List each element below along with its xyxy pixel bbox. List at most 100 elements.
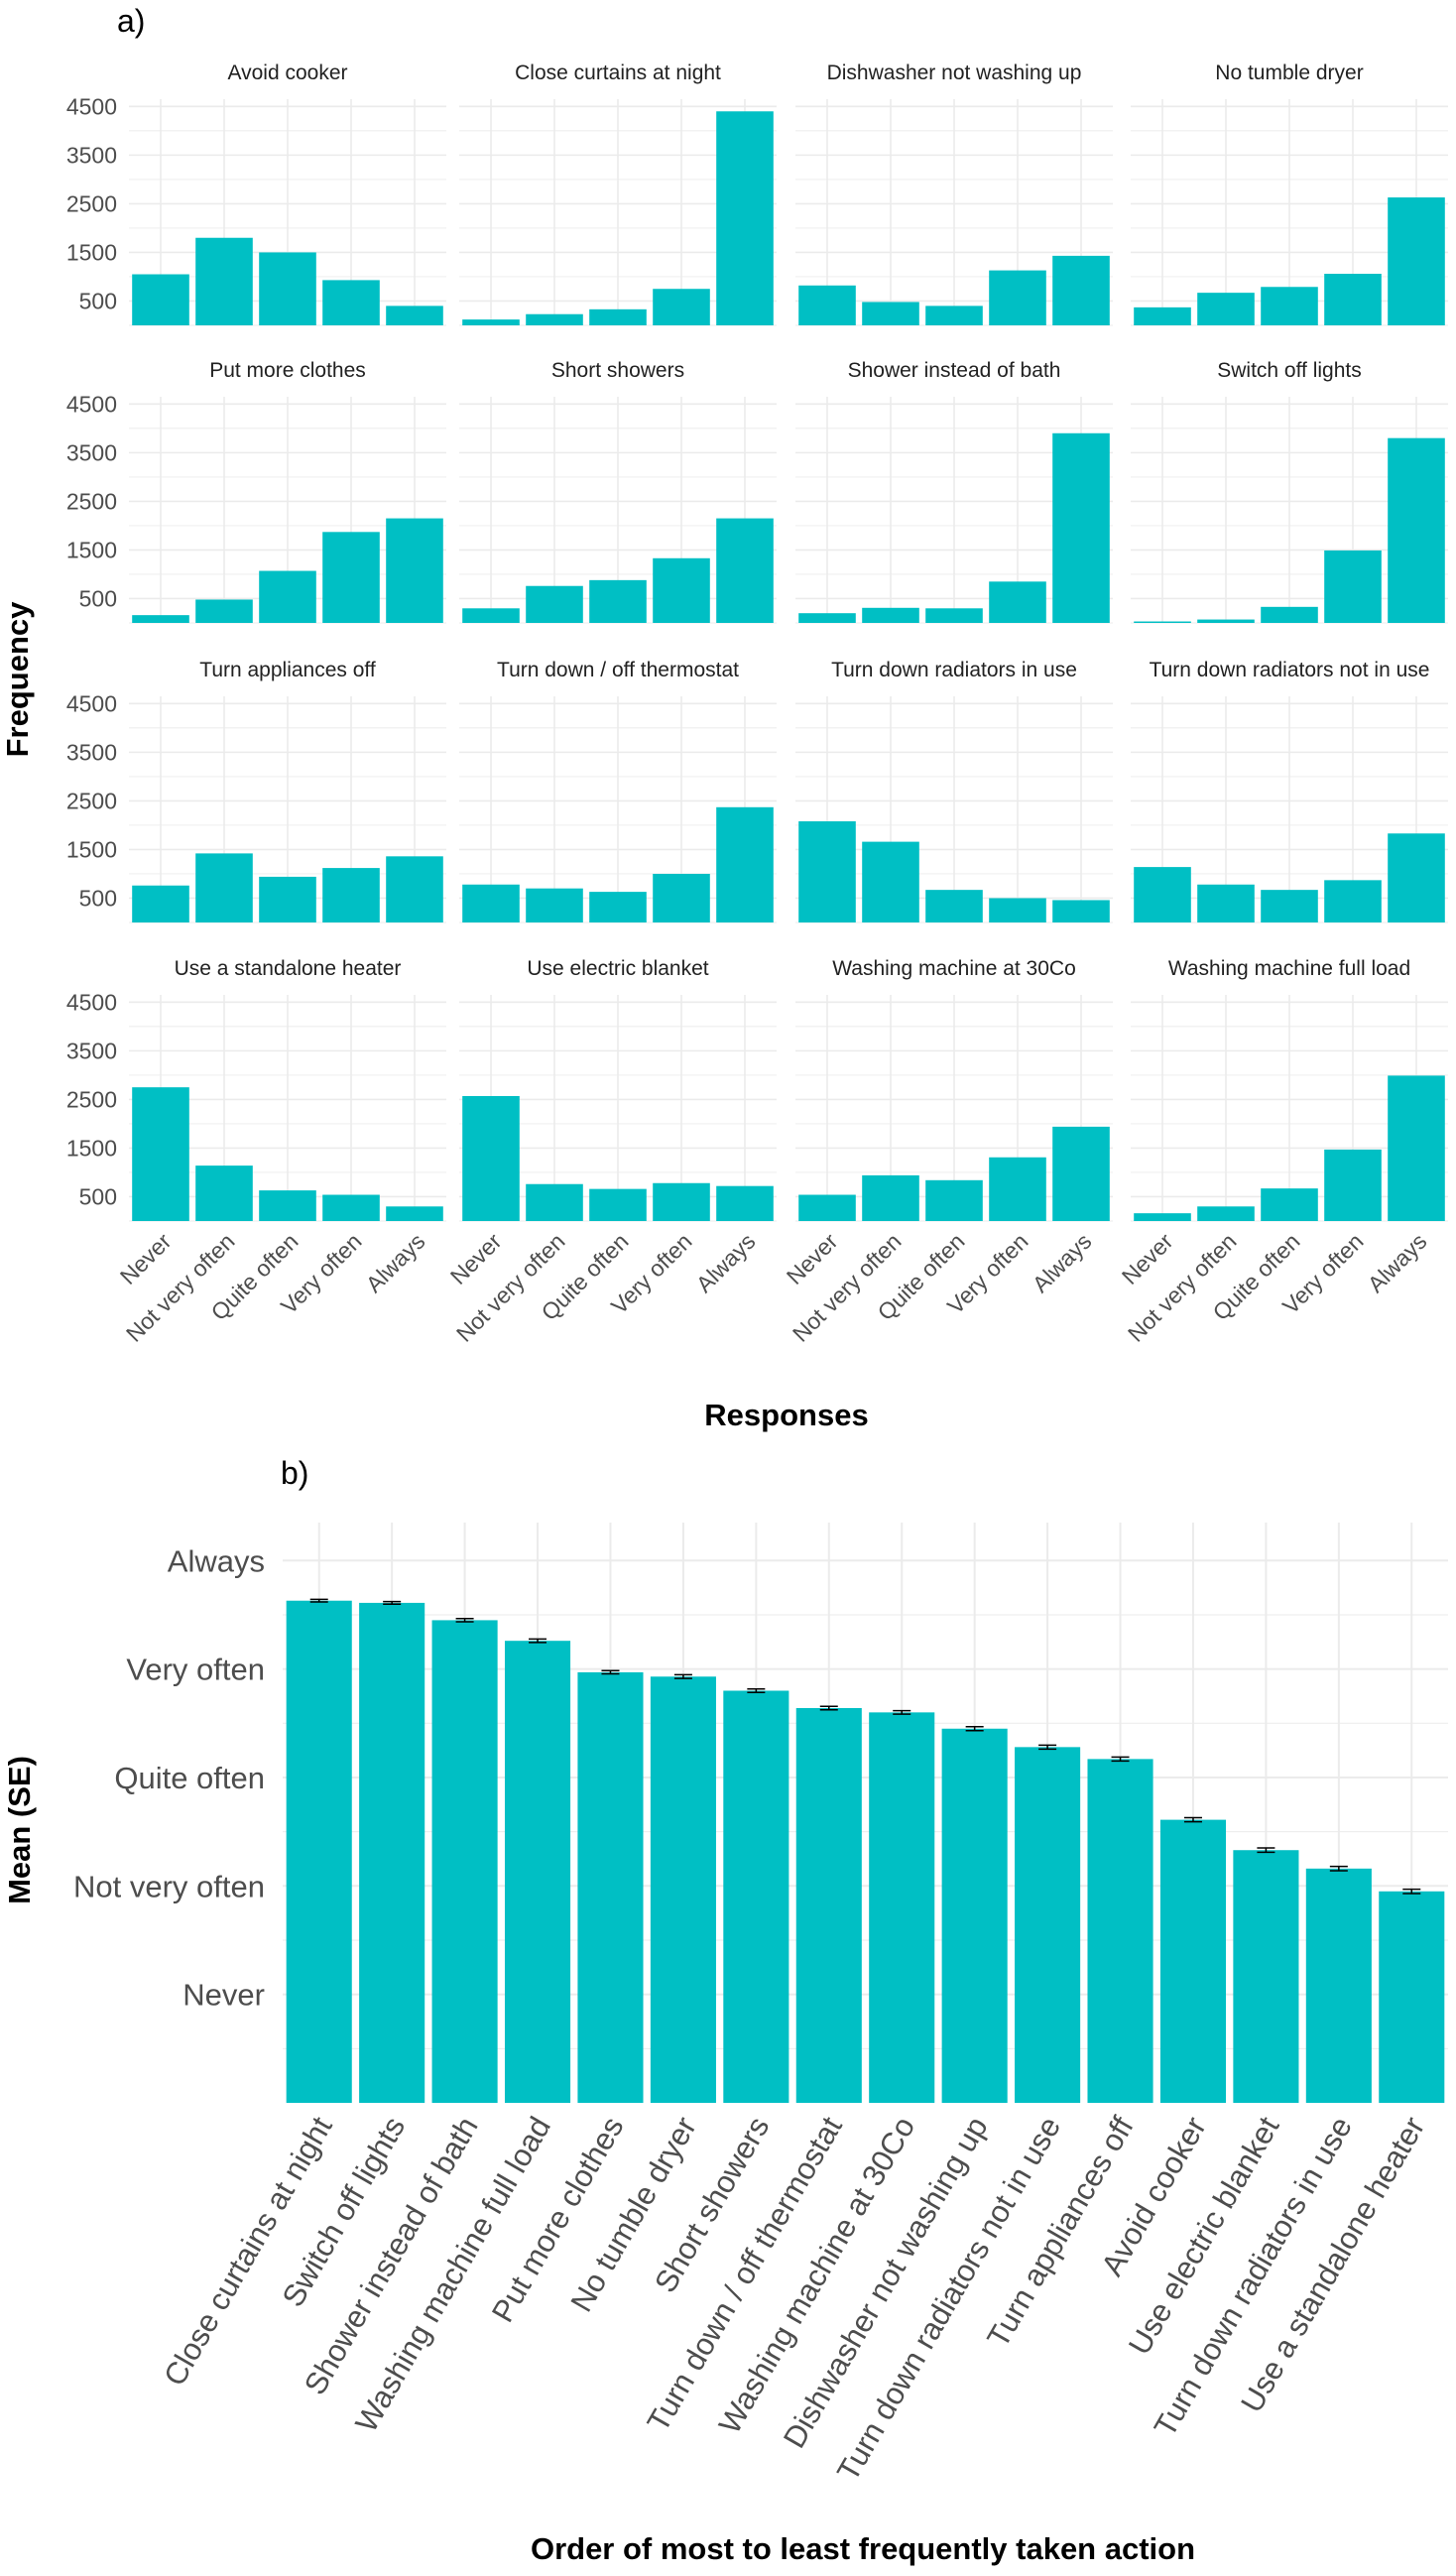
facet-panel: Dishwasher not washing up: [795, 61, 1113, 326]
bar: [862, 1174, 919, 1221]
error-bar: [455, 1618, 474, 1623]
facet-title: Use a standalone heater: [175, 957, 402, 980]
facet-panel: Turn down / off thermostat: [459, 659, 777, 923]
y-tick-label: Very often: [126, 1653, 265, 1687]
y-tick-label: 3500: [66, 739, 117, 765]
error-bar: [1111, 1756, 1130, 1763]
y-tick-label: 1500: [66, 836, 117, 862]
bar: [989, 270, 1046, 325]
bar: [1197, 1206, 1255, 1221]
bar: [798, 613, 856, 623]
y-tick-label: 2500: [66, 488, 117, 514]
bar: [653, 289, 710, 325]
facet-title: Turn down / off thermostat: [497, 659, 739, 681]
bar: [1324, 880, 1382, 922]
bar: [132, 274, 189, 325]
y-tick-label: 2500: [66, 190, 117, 216]
mean-chart: Never Not very often Quite often Very often…: [73, 1523, 1448, 2487]
y-tick-label: 4500: [66, 391, 117, 417]
bar: [526, 313, 583, 325]
y-tick-label: Not very often: [73, 1869, 265, 1903]
bar: [1324, 274, 1382, 325]
panel-b-label: b): [281, 1455, 308, 1491]
y-tick-label: 500: [79, 885, 117, 911]
bar: [1388, 1075, 1445, 1221]
error-bar: [529, 1638, 547, 1644]
bar: [989, 581, 1046, 623]
y-tick-label: 500: [79, 288, 117, 313]
facet-panel: No tumble dryer: [1131, 61, 1448, 326]
facet-panel: Turn appliances off 500 1500 2500 3500 4500: [66, 659, 446, 923]
panel-b-y-axis-title: Mean (SE): [2, 1756, 37, 1904]
bar: [716, 1185, 774, 1221]
error-bar: [1329, 1865, 1348, 1872]
bar: [716, 518, 774, 623]
bar: [1052, 432, 1110, 623]
error-bar: [893, 1709, 911, 1715]
bar: [716, 806, 774, 922]
bar: [1388, 437, 1445, 623]
bar: [989, 898, 1046, 922]
bar: [322, 1194, 380, 1221]
x-tick-label: Never: [1117, 1228, 1178, 1289]
bar: [1015, 1747, 1081, 2103]
bar: [1134, 621, 1191, 623]
bar: [1261, 1188, 1318, 1221]
bar: [798, 285, 856, 325]
error-bar: [673, 1673, 692, 1679]
bar: [386, 306, 443, 325]
bar: [989, 1157, 1046, 1221]
y-tick-label: 4500: [66, 690, 117, 716]
bar: [925, 608, 983, 623]
bar: [653, 557, 710, 623]
bar: [526, 585, 583, 623]
facet-title: Close curtains at night: [515, 61, 721, 84]
facet-title: Avoid cooker: [227, 61, 347, 84]
y-tick-label: 4500: [66, 93, 117, 119]
error-bar: [1402, 1888, 1421, 1895]
bar: [862, 841, 919, 922]
facet-panel: Use a standalone heater 500 1500 2500 3500 45…: [66, 957, 446, 1347]
bar: [1052, 900, 1110, 922]
x-tick-label: Never: [115, 1228, 177, 1289]
facet-title: Use electric blanket: [527, 957, 708, 980]
facet-title: Dishwasher not washing up: [827, 61, 1082, 84]
facet-title: Put more clothes: [209, 359, 366, 382]
bar: [798, 1194, 856, 1221]
facet-panel: Turn down radiators in use: [795, 659, 1113, 923]
y-tick-label: 1500: [66, 239, 117, 265]
facet-panel: Avoid cooker 500 1500 2500 3500 4500: [66, 61, 446, 326]
bar: [716, 111, 774, 326]
y-tick-label: Quite often: [114, 1761, 265, 1795]
bar: [322, 280, 380, 325]
bar: [577, 1671, 644, 2103]
bar: [132, 615, 189, 623]
bar: [132, 1087, 189, 1221]
bar: [359, 1602, 425, 2103]
panel-a: a) Avoid cooker 500 1500 2500 3500 4500 Close …: [0, 3, 1448, 1432]
bar: [795, 1707, 862, 2103]
x-tick-label: Never: [445, 1228, 507, 1289]
bar: [386, 856, 443, 922]
error-bar: [601, 1669, 620, 1675]
facet-panel: Turn down radiators not in use: [1131, 659, 1448, 923]
facet-panel: Close curtains at night: [459, 61, 777, 326]
y-tick-label: 3500: [66, 439, 117, 465]
bar: [259, 252, 316, 325]
bar: [653, 1182, 710, 1221]
bar: [650, 1676, 716, 2103]
bar: [941, 1728, 1008, 2103]
facet-title: Washing machine at 30Co: [832, 957, 1076, 980]
bar: [1261, 890, 1318, 922]
bar: [1379, 1891, 1445, 2103]
y-tick-label: Always: [168, 1543, 265, 1578]
facet-title: Turn down radiators in use: [831, 659, 1077, 681]
bar: [1087, 1759, 1153, 2103]
bar: [195, 599, 253, 623]
bar: [925, 306, 983, 325]
bar: [1324, 550, 1382, 623]
bar: [462, 1095, 520, 1221]
bar: [132, 885, 189, 922]
